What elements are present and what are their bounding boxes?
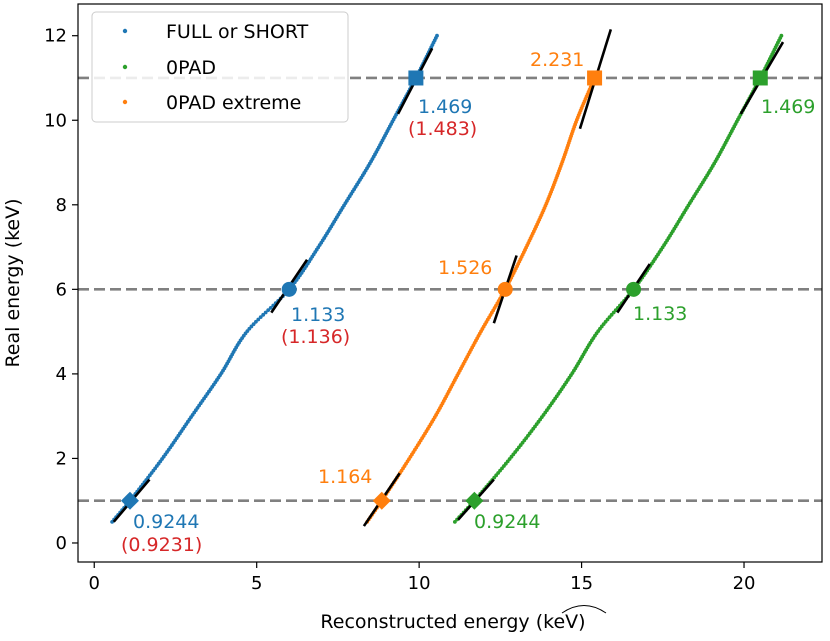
slope-label-green-square: 1.469 [761,96,815,118]
legend-label-full-or-short: FULL or SHORT [166,21,309,43]
x-axis-label: Reconstructed energy (keV) [320,605,607,633]
data-point [254,319,258,324]
y-tick-label: 10 [44,110,67,131]
slope-label-green-circle: 1.133 [633,303,687,325]
x-tick-label: 5 [251,573,262,594]
y-tick-label: 8 [56,195,67,216]
marker-circle-0 [281,281,297,297]
slope-label-green-diamond: 0.9244 [474,511,540,533]
y-axis-label: Real energy (keV) [2,198,24,367]
legend-marker-0pad [122,64,128,70]
slope-label-blue-square-alt: (1.483) [408,118,477,140]
x-tick-label: 20 [733,573,756,594]
slope-label-blue-square: 1.469 [418,96,472,118]
x-tick-label: 15 [570,573,593,594]
y-tick-label: 0 [56,533,67,554]
slope-annotations: 0.9244 (0.9231) 1.133 (1.136) 1.469 (1.4… [121,49,815,556]
slope-label-blue-diamond: 0.9244 [133,511,199,533]
data-point [268,305,273,310]
x-axis-label-unit: keV [543,611,578,633]
data-point [251,322,256,327]
x-axis-label-suffix: ) [578,611,585,633]
x-tick-label: 10 [408,573,431,594]
slope-label-orange-circle: 1.526 [438,257,492,279]
x-axis: 0 5 10 15 20 [89,562,756,594]
legend-label-0pad: 0PAD [166,57,216,79]
marker-square-1 [752,70,768,86]
data-point [263,310,268,315]
marker-square-2 [587,70,603,86]
y-tick-label: 12 [44,26,67,47]
data-point [258,315,263,320]
x-axis-label-prefix: Reconstructed energy ( [320,611,543,633]
marker-circle-2 [497,281,513,297]
marker-square-0 [408,70,424,86]
y-tick-label: 6 [56,279,67,300]
legend: FULL or SHORT 0PAD 0PAD extreme [91,11,349,123]
slope-label-orange-diamond: 1.164 [318,466,372,488]
data-point [256,317,261,322]
slope-label-blue-circle: 1.133 [291,304,345,326]
plot-frame [77,3,823,563]
legend-marker-0pad-extreme [122,99,128,105]
x-tick-label: 0 [89,573,100,594]
data-point [779,33,784,38]
x-axis-label-hat [561,605,607,614]
slope-label-orange-square: 2.231 [530,49,584,71]
slope-label-blue-circle-alt: (1.136) [281,326,350,348]
series-1 [452,33,784,524]
y-axis: 0 2 4 6 8 10 12 [44,26,78,554]
y-tick-label: 4 [56,364,67,385]
y-tick-label: 2 [56,448,67,469]
data-point [261,312,266,317]
plot-area [78,28,822,527]
slope-label-blue-diamond-alt: (0.9231) [121,534,202,556]
series-2 [365,76,597,524]
marker-diamond-1 [465,491,484,510]
legend-marker-full-or-short [122,28,128,34]
data-point [435,33,439,38]
data-point [266,308,271,313]
legend-box [91,11,349,123]
marker-circle-1 [626,281,642,297]
svg-text:Reconstructed energy (keV): Reconstructed energy (keV) [320,611,585,633]
marker-diamond-2 [372,491,391,510]
legend-label-0pad-extreme: 0PAD extreme [166,92,301,114]
marker-diamond-0 [120,491,139,510]
